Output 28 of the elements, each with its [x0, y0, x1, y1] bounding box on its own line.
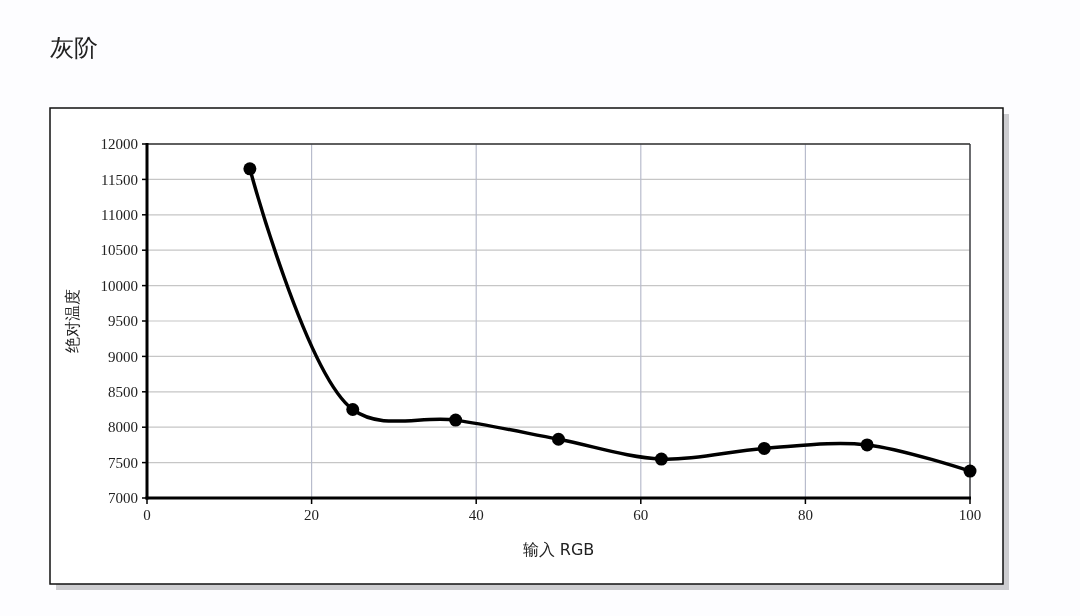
y-tick-label: 10000 [100, 277, 138, 294]
x-tick-label: 100 [958, 507, 982, 523]
point [552, 432, 565, 446]
y-tick-label: 9000 [108, 348, 138, 365]
y-axis-title: 绝对温度 [63, 289, 82, 353]
point [757, 441, 771, 455]
y-tick-label: 11000 [101, 207, 138, 224]
y-tick-label: 11500 [101, 171, 138, 188]
point [860, 438, 874, 452]
x-tick-label: 0 [143, 507, 151, 523]
chart-title: 灰阶 [50, 34, 98, 62]
x-tick-label: 80 [797, 507, 813, 523]
y-tick-label: 7500 [108, 454, 138, 471]
y-tick-label: 12000 [100, 136, 138, 153]
point [243, 162, 257, 176]
point [963, 464, 977, 478]
x-tick-label: 20 [304, 507, 320, 523]
y-tick-label: 9500 [108, 313, 138, 330]
y-tick-label: 7000 [108, 490, 138, 507]
x-axis-title: 输入 RGB [522, 540, 595, 559]
point [449, 413, 463, 427]
x-tick-label: 40 [468, 507, 484, 523]
y-tick-label: 10500 [100, 242, 138, 259]
y-tick-label: 8000 [108, 419, 138, 436]
point [346, 403, 360, 416]
y-tick-label: 8500 [108, 384, 138, 401]
point [654, 452, 668, 466]
x-tick-label: 60 [633, 507, 649, 523]
